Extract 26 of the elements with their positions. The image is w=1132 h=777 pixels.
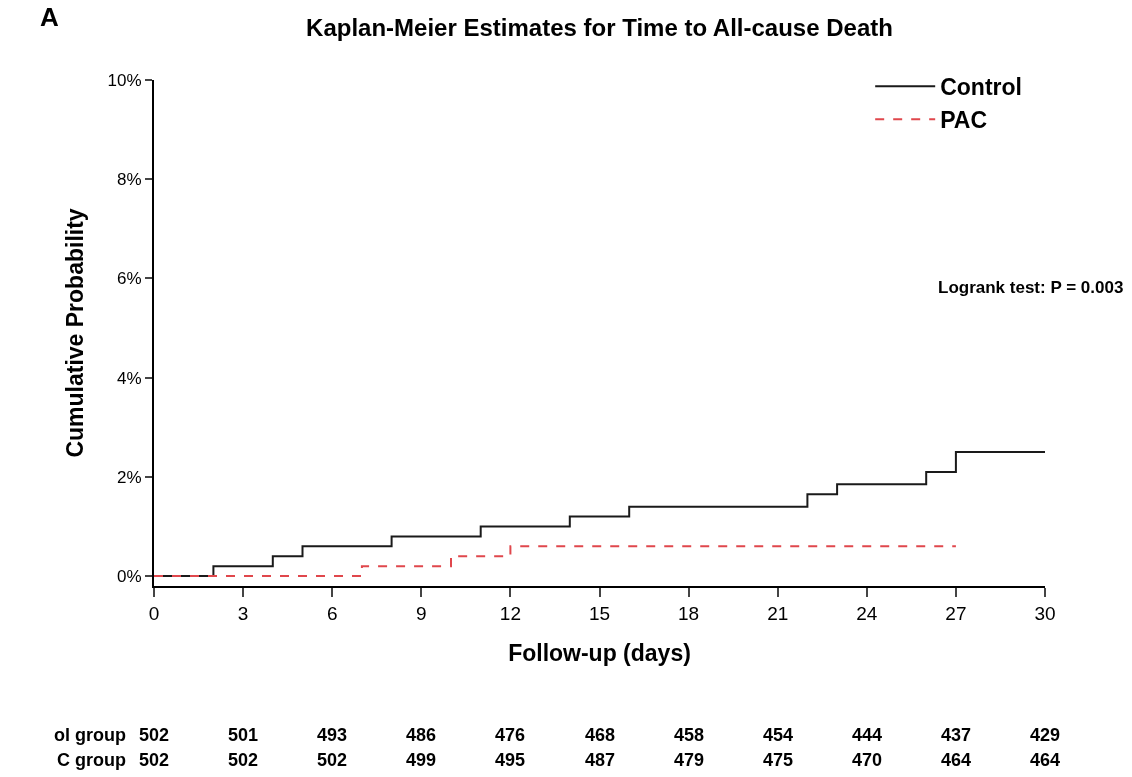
text: ol group 502 501 493 486 476 468 458 454 444 437 429: [54, 725, 1061, 745]
chart-title: Kaplan-Meier Estimates for Time to All-cause Death: [306, 14, 893, 42]
x-tick-label: 3: [237, 602, 249, 624]
text: A: [40, 2, 59, 32]
x-tick-label: 6: [326, 602, 338, 624]
legend-label: PAC: [940, 107, 988, 134]
annotation: Logrank test: P = 0.003: [938, 278, 1124, 297]
y-tick-label: 2%: [117, 467, 142, 487]
x-tick-label: 9: [416, 602, 427, 624]
x-axis-title: Follow-up (days): [508, 639, 691, 666]
y-tick-label: 10%: [107, 70, 142, 90]
x-tick-label: 0: [148, 602, 160, 624]
y-axis-title: Cumulative Probability: [61, 208, 88, 458]
x-tick-label: 21: [767, 602, 789, 624]
x-tick-label: 30: [1034, 602, 1056, 624]
x-tick-label: 24: [856, 602, 878, 624]
x-tick-label: 27: [945, 602, 967, 624]
y-tick-label: 8%: [117, 170, 142, 190]
y-tick-label: 4%: [117, 368, 142, 388]
legend-label: Control: [940, 74, 1022, 101]
x-tick-label: 12: [499, 602, 521, 624]
x-tick-label: 18: [678, 602, 700, 624]
y-tick-label: 0%: [117, 567, 142, 587]
y-tick-label: 6%: [117, 269, 142, 289]
x-tick-label: 15: [588, 602, 611, 624]
text: C group 502 502 502 499 495 487 479 475 470 464 464: [57, 750, 1061, 770]
